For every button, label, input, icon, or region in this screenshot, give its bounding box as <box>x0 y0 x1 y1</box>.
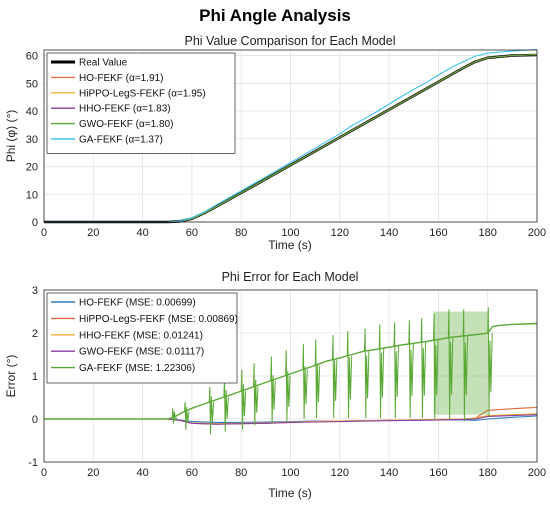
x-tick-label: 120 <box>331 227 349 239</box>
spike-mark <box>208 386 215 435</box>
top-x-axis-label: Time (s) <box>268 238 312 252</box>
legend-label: Real Value <box>79 58 128 69</box>
y-tick-label: 0 <box>32 414 38 426</box>
series-line-4 <box>44 54 538 223</box>
spike-mark <box>331 335 338 419</box>
x-tick-label: 20 <box>87 467 99 479</box>
spike-mark <box>285 350 291 422</box>
x-tick-label: 80 <box>235 467 247 479</box>
x-tick-label: 0 <box>41 227 47 239</box>
spike-mark <box>420 317 427 419</box>
spike-mark <box>184 401 190 430</box>
bottom-chart: Phi Error for Each Model 0 20 40 60 80 100 120… <box>4 270 546 500</box>
bottom-plot-frame <box>43 289 538 463</box>
spike-mark <box>378 324 385 419</box>
spike-mark <box>171 408 178 424</box>
x-tick-label: 140 <box>380 227 398 239</box>
oscillation-band <box>433 311 488 415</box>
legend-label: HHO-FEKF (MSE: 0.01241) <box>79 330 203 341</box>
x-tick-label: 160 <box>429 227 447 239</box>
x-tick-label: 200 <box>528 227 546 239</box>
spike-mark <box>346 330 353 419</box>
y-tick-label: 50 <box>26 78 38 90</box>
legend-label: HHO-FEKF (α=1.83) <box>79 104 171 115</box>
legend-label: HO-FEKF (MSE: 0.00699) <box>79 298 196 309</box>
x-tick-label: 120 <box>331 467 349 479</box>
x-tick-label: 40 <box>136 467 148 479</box>
spike-mark <box>433 313 439 420</box>
bottom-chart-title: Phi Error for Each Model <box>222 270 359 284</box>
legend-label: GA-FEKF (α=1.37) <box>79 135 163 146</box>
bottom-y-axis-label: Error (°) <box>4 355 18 398</box>
x-tick-label: 80 <box>235 227 247 239</box>
top-plot-frame <box>43 49 538 223</box>
x-tick-label: 180 <box>479 227 497 239</box>
x-tick-label: 180 <box>479 467 497 479</box>
y-tick-label: 1 <box>32 371 38 383</box>
bottom-x-axis-label: Time (s) <box>268 486 312 500</box>
top-chart-title: Phi Value Comparison for Each Model <box>185 34 396 48</box>
spike-mark <box>270 356 276 424</box>
x-tick-label: 100 <box>281 227 299 239</box>
series-line-3 <box>44 414 538 425</box>
figure-title: Phi Angle Analysis <box>199 6 351 25</box>
y-tick-label: 3 <box>32 285 38 297</box>
y-tick-label: 60 <box>26 51 38 63</box>
x-tick-label: 200 <box>528 467 546 479</box>
legend-label: HiPPO-LegS-FEKF (MSE: 0.00869) <box>79 314 238 325</box>
series-line-5 <box>44 48 538 223</box>
bottom-legend: HO-FEKF (MSE: 0.00699) HiPPO-LegS-FEKF (M… <box>46 292 238 384</box>
top-series-lines <box>44 48 538 224</box>
spike-mark <box>253 363 259 426</box>
spike-mark <box>240 369 247 430</box>
x-tick-label: 20 <box>87 227 99 239</box>
y-tick-label: 20 <box>26 162 38 174</box>
top-legend: Real Value HO-FEKF (α=1.91) HiPPO-LegS-FEK… <box>46 52 236 154</box>
legend-label: HiPPO-LegS-FEKF (α=1.95) <box>79 88 206 99</box>
spike-mark <box>393 322 399 419</box>
spike-mark <box>487 307 493 417</box>
legend-box <box>46 292 238 384</box>
x-tick-label: 0 <box>41 467 47 479</box>
y-tick-label: 40 <box>26 106 38 118</box>
x-tick-label: 160 <box>429 467 447 479</box>
legend-label: GA-FEKF (MSE: 1.22306) <box>79 363 195 374</box>
x-tick-label: 100 <box>281 467 299 479</box>
x-tick-label: 60 <box>186 467 198 479</box>
spike-mark <box>302 343 308 420</box>
top-chart: Phi Value Comparison for Each Model 0 20 4… <box>4 34 546 252</box>
series-line-4 <box>44 322 538 420</box>
bottom-series-lines <box>44 307 538 435</box>
spike-mark <box>462 309 469 422</box>
y-tick-label: -1 <box>28 457 38 469</box>
y-tick-label: 30 <box>26 134 38 146</box>
legend-box <box>46 52 236 154</box>
legend-label: HO-FEKF (α=1.91) <box>79 73 163 84</box>
y-tick-label: 2 <box>32 328 38 340</box>
y-tick-label: 10 <box>26 189 38 201</box>
spike-mark <box>408 320 414 419</box>
spike-mark <box>447 309 454 420</box>
y-tick-label: 0 <box>32 217 38 229</box>
top-tick-labels: 0 20 40 60 80 100 120 140 160 180 200 0 10 20 30 40 50 60 <box>26 51 546 239</box>
x-tick-label: 140 <box>380 467 398 479</box>
x-tick-label: 40 <box>136 227 148 239</box>
top-y-axis-label: Phi (φ) (°) <box>4 110 18 163</box>
spike-mark <box>363 328 370 419</box>
spike-mark <box>314 339 321 419</box>
legend-label: GWO-FEKF (MSE: 0.01117) <box>79 347 204 358</box>
x-tick-label: 60 <box>186 227 198 239</box>
legend-label: GWO-FEKF (α=1.80) <box>79 119 173 130</box>
